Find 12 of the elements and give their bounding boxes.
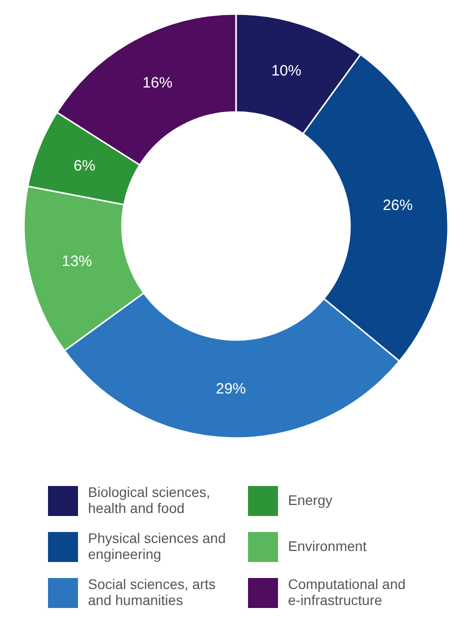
data-label: 16% <box>142 74 172 92</box>
legend-label: Environment <box>288 538 367 554</box>
legend-label: Biological sciences, health and food <box>88 484 210 516</box>
legend-label: Energy <box>288 492 332 508</box>
data-label: 13% <box>62 253 92 270</box>
data-label: 26% <box>382 197 413 214</box>
legend-label: Social sciences, arts and humanities <box>88 576 216 608</box>
legend-label: Computational and e-infrastructure <box>288 576 406 608</box>
data-label: 10% <box>271 62 302 80</box>
data-label: 6% <box>74 157 96 174</box>
legend-label: Physical sciences and engineering <box>88 530 226 562</box>
data-label: 29% <box>216 380 246 398</box>
